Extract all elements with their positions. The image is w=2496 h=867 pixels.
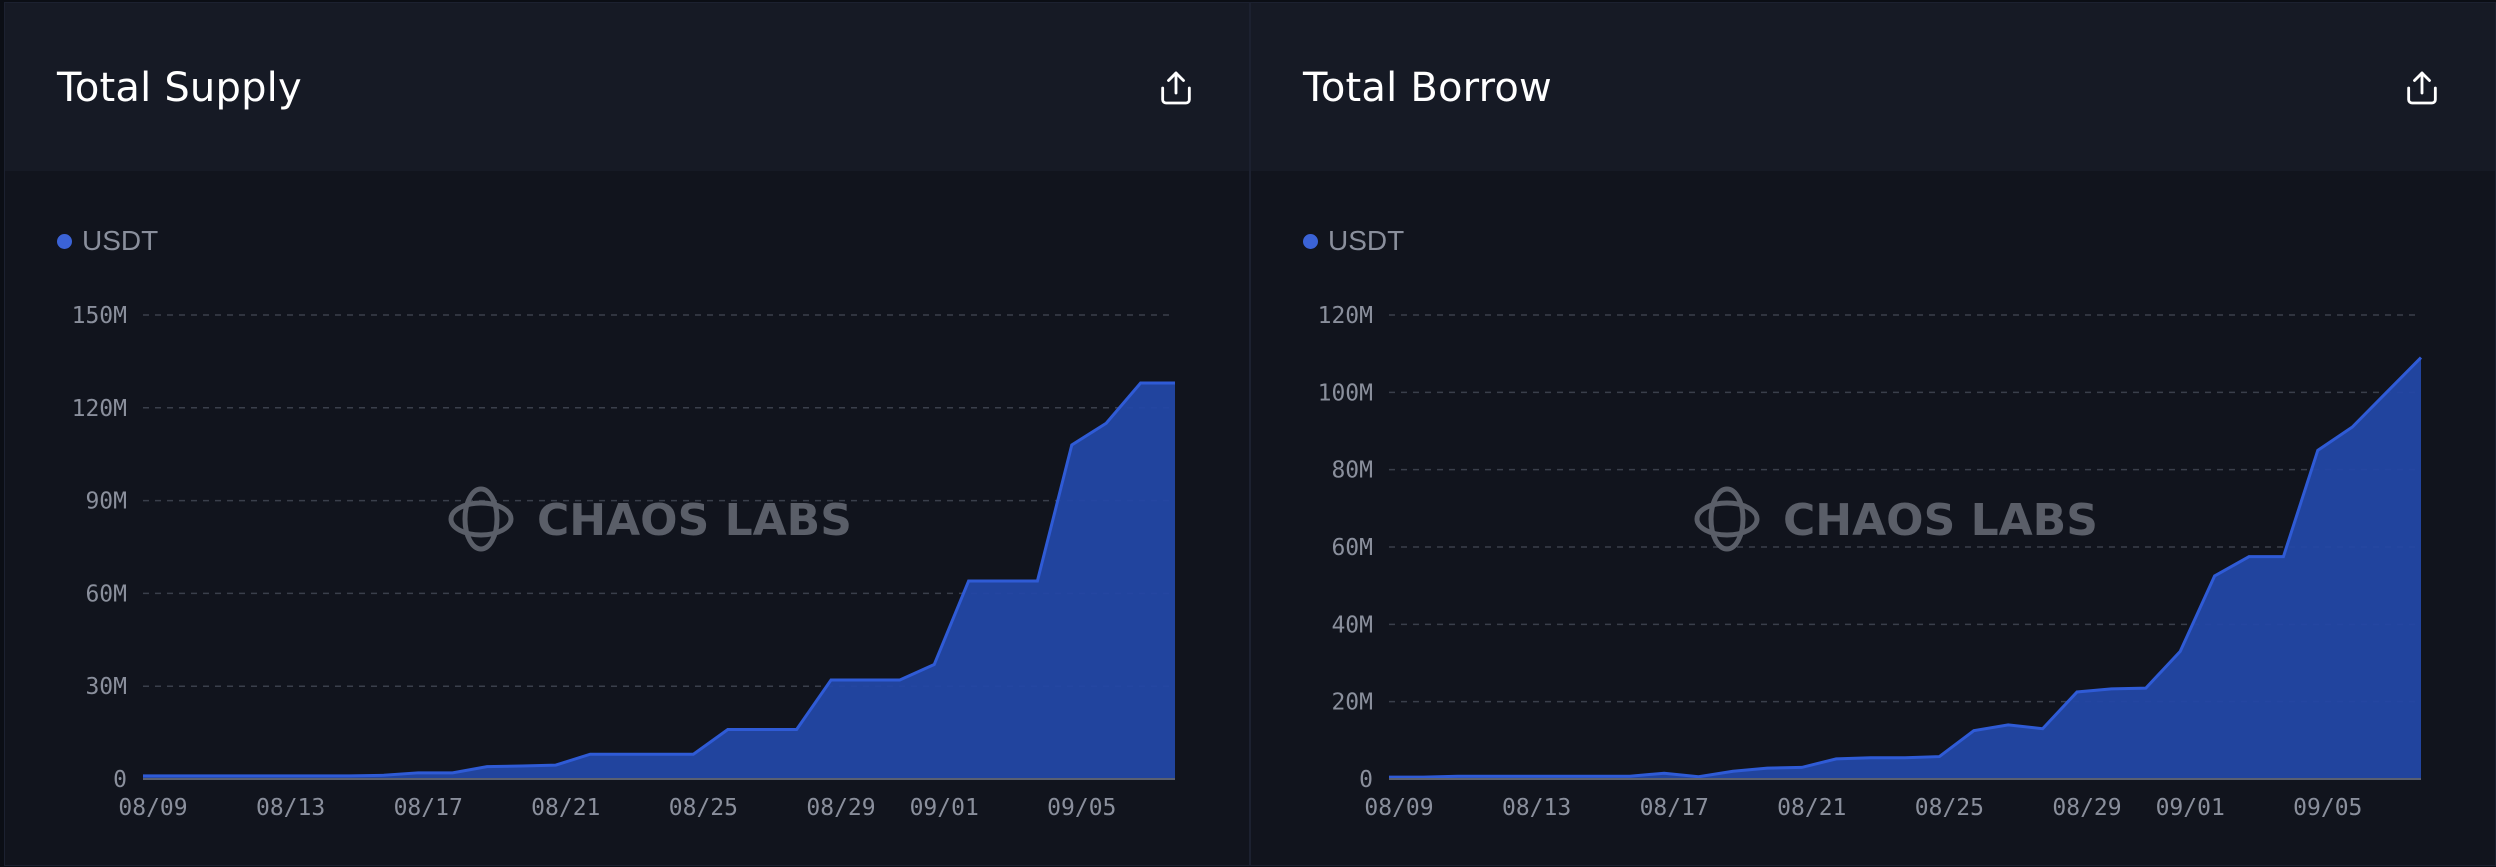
watermark-text: CHAOS LABS <box>537 495 852 546</box>
x-tick-label: 09/05 <box>2293 795 2362 821</box>
chaos-labs-logo-icon <box>465 489 497 549</box>
y-tick-label: 20M <box>1331 690 1373 716</box>
chaos-labs-watermark: CHAOS LABS <box>1697 489 2098 549</box>
series-area-usdt <box>1389 358 2421 779</box>
y-tick-label: 30M <box>85 674 127 700</box>
y-tick-label: 100M <box>1318 380 1373 406</box>
y-tick-label: 150M <box>72 303 127 329</box>
x-tick-label: 08/17 <box>394 795 463 821</box>
y-tick-label: 120M <box>1318 303 1373 329</box>
total-supply-chart: 0 30M 60M 90M 120M 150M CHAOS LABS 08/09 08/13 08… <box>5 3 1251 867</box>
x-tick-label: 08/25 <box>1915 795 1984 821</box>
x-tick-label: 08/25 <box>669 795 738 821</box>
x-tick-label: 08/21 <box>1777 795 1846 821</box>
y-tick-label: 0 <box>1359 767 1373 793</box>
x-tick-label: 08/13 <box>256 795 325 821</box>
x-tick-label: 09/01 <box>910 795 979 821</box>
x-tick-label: 08/13 <box>1502 795 1571 821</box>
y-tick-label: 60M <box>1331 535 1373 561</box>
x-tick-label: 08/09 <box>1364 795 1433 821</box>
chaos-labs-logo-icon <box>1711 489 1743 549</box>
x-tick-label: 08/09 <box>118 795 187 821</box>
y-tick-label: 80M <box>1331 458 1373 484</box>
x-tick-label: 08/17 <box>1640 795 1709 821</box>
y-tick-label: 40M <box>1331 612 1373 638</box>
x-tick-label: 08/29 <box>2052 795 2121 821</box>
watermark-text: CHAOS LABS <box>1783 495 2098 546</box>
y-tick-label: 0 <box>113 767 127 793</box>
chaos-labs-logo-icon <box>1697 503 1757 535</box>
y-tick-label: 120M <box>72 396 127 422</box>
x-tick-label: 08/29 <box>806 795 875 821</box>
y-tick-label: 60M <box>85 581 127 607</box>
x-tick-label: 09/05 <box>1047 795 1116 821</box>
x-tick-label: 09/01 <box>2156 795 2225 821</box>
total-borrow-chart: 0 20M 40M 60M 80M 100M 120M CHAOS LABS 08/09 08/1… <box>1251 3 2496 867</box>
x-tick-label: 08/21 <box>531 795 600 821</box>
chaos-labs-logo-icon <box>451 503 511 535</box>
y-tick-label: 90M <box>85 489 127 515</box>
chaos-labs-watermark: CHAOS LABS <box>451 489 852 549</box>
